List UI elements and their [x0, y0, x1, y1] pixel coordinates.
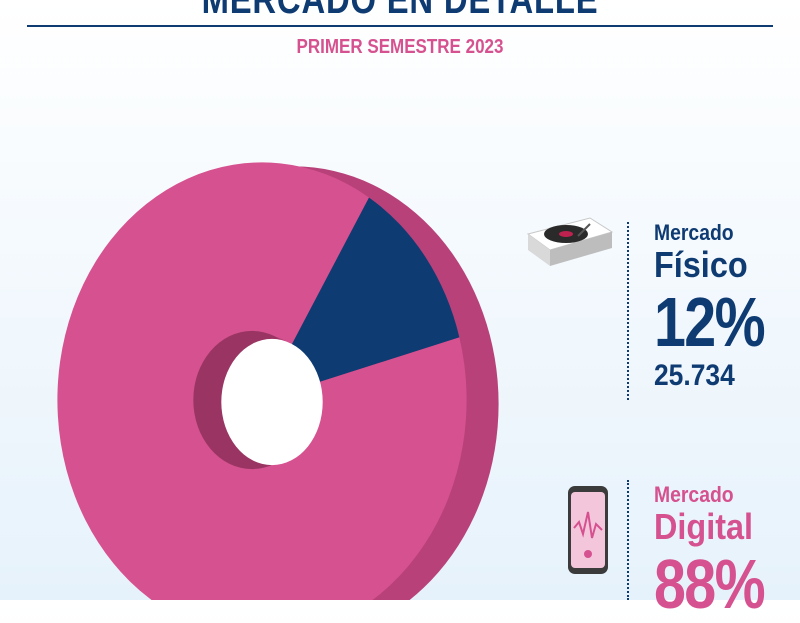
fisico-line1: Mercado: [654, 220, 734, 245]
smartphone-icon: [568, 486, 608, 574]
fisico-label: Mercado Físico 12% 25.734: [654, 222, 788, 391]
page-subtitle: PRIMER SEMESTRE 2023: [296, 36, 504, 58]
digital-percent: 88%: [654, 545, 766, 623]
donut-slice-fisico: [291, 197, 460, 383]
fisico-line2: Físico: [654, 244, 748, 285]
donut-slice-digital: [57, 162, 467, 600]
digital-divider: [627, 480, 629, 600]
fisico-percent: 12%: [654, 283, 766, 361]
digital-line2: Digital: [654, 506, 754, 547]
donut-hole: [221, 338, 323, 466]
digital-label: Mercado Digital 88%: [654, 482, 788, 623]
digital-line1: Mercado: [654, 482, 734, 507]
fisico-count: 25.734: [654, 359, 735, 392]
fisico-divider: [627, 222, 629, 400]
donut-chart: [57, 162, 499, 600]
page-title: MERCADO EN DETALLE: [201, 0, 599, 22]
title-rule: [27, 25, 773, 27]
turntable-icon: [526, 217, 614, 266]
